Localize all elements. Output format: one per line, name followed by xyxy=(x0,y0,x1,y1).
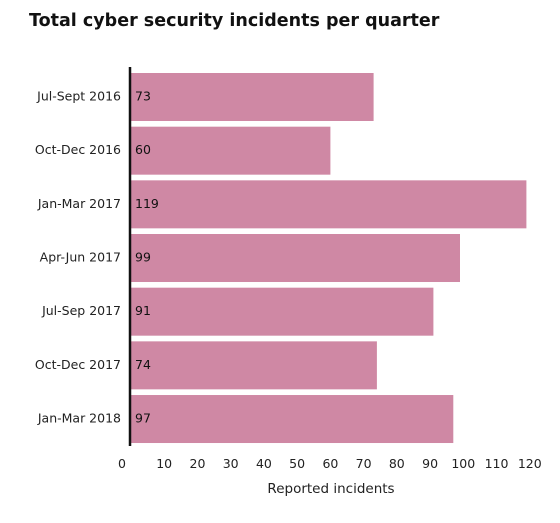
x-tick-label: 20 xyxy=(190,456,206,471)
x-tick-label: 60 xyxy=(322,456,338,471)
x-tick-label: 110 xyxy=(485,456,509,471)
bar xyxy=(131,395,454,444)
bar-value-label: 99 xyxy=(135,250,151,265)
bar-value-label: 119 xyxy=(135,196,159,211)
bars-layer xyxy=(131,73,527,444)
category-label: Jul-Sep 2017 xyxy=(41,303,121,318)
category-label: Jan-Mar 2017 xyxy=(37,196,121,211)
x-tick-label: 50 xyxy=(289,456,305,471)
x-tick-label: 70 xyxy=(356,456,372,471)
bar xyxy=(131,180,527,229)
x-tick-label: 90 xyxy=(422,456,438,471)
x-tick-label: 0 xyxy=(118,456,126,471)
category-label: Oct-Dec 2017 xyxy=(35,357,121,372)
bar xyxy=(131,287,434,336)
x-tick-label: 30 xyxy=(223,456,239,471)
category-label: Apr-Jun 2017 xyxy=(40,250,121,265)
x-axis-title: Reported incidents xyxy=(267,481,394,497)
category-label: Jan-Mar 2018 xyxy=(37,411,121,426)
x-tick-label: 80 xyxy=(389,456,405,471)
x-tick-labels-layer: 0 10 20 30 40 50 60 70 80 90 100 110 120 xyxy=(118,456,542,471)
x-tick-label: 100 xyxy=(451,456,475,471)
category-label: Jul-Sept 2016 xyxy=(36,89,121,104)
bar-value-label: 91 xyxy=(135,303,151,318)
category-label: Oct-Dec 2016 xyxy=(35,142,121,157)
x-tick-label: 10 xyxy=(156,456,172,471)
x-tick-label: 120 xyxy=(518,456,542,471)
bar xyxy=(131,73,374,121)
bar-value-label: 74 xyxy=(135,357,151,372)
x-tick-label: 40 xyxy=(256,456,272,471)
value-labels-layer: 73 60 119 99 91 74 97 xyxy=(135,89,159,426)
bar xyxy=(131,341,377,390)
category-labels-layer: Jul-Sept 2016 Oct-Dec 2016 Jan-Mar 2017 Apr… xyxy=(35,89,121,426)
chart-title: Total cyber security incidents per quart… xyxy=(29,11,440,31)
bar-value-label: 60 xyxy=(135,142,151,157)
bar-value-label: 97 xyxy=(135,411,151,426)
bar xyxy=(131,126,331,175)
bar xyxy=(131,234,460,283)
bar-value-label: 73 xyxy=(135,89,151,104)
